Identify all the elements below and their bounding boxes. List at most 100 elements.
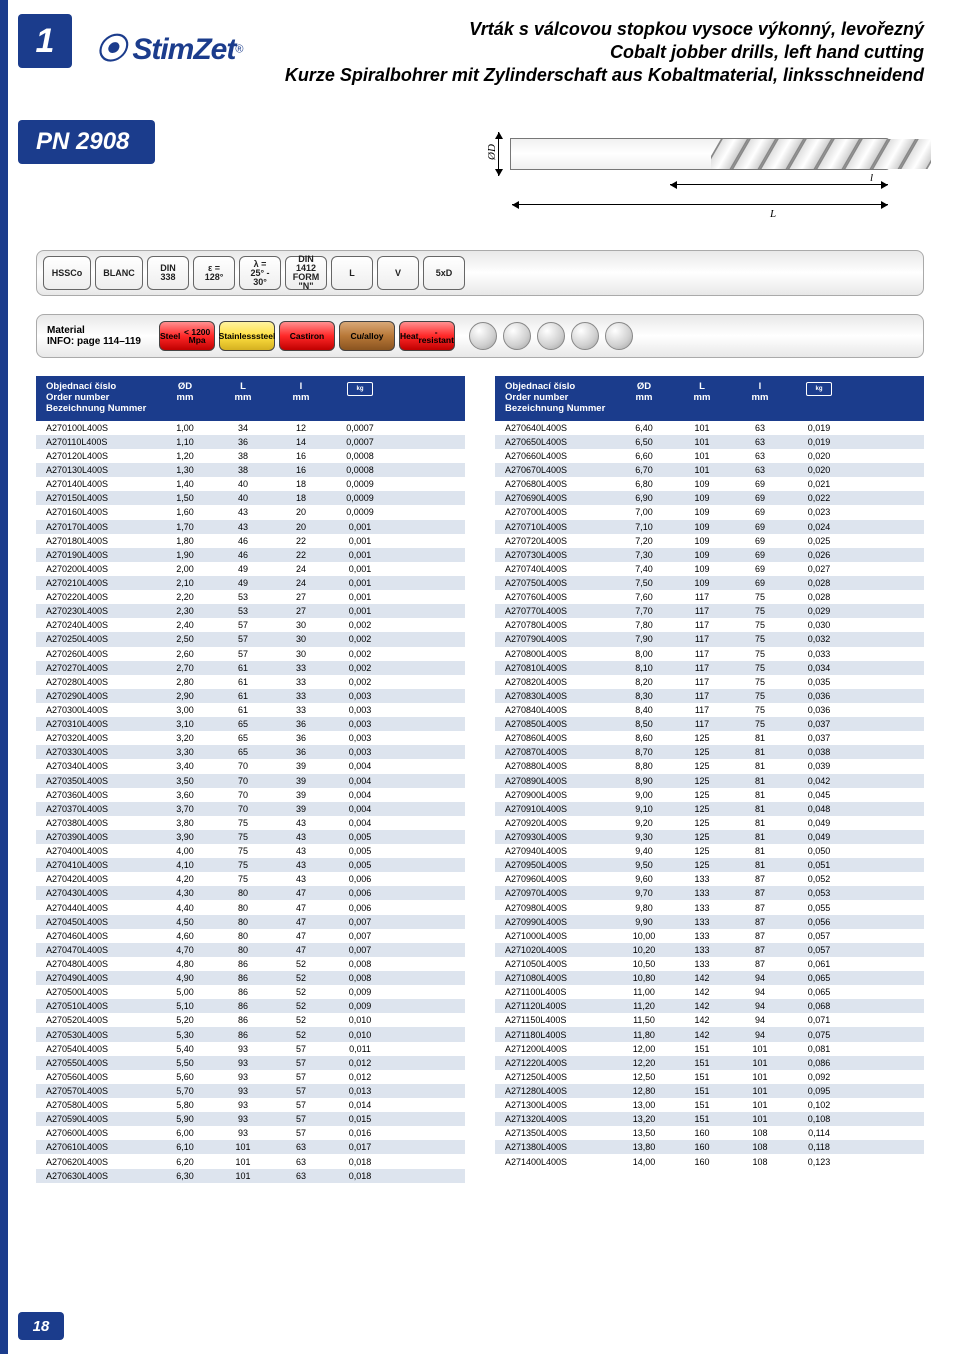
table-cell: 2,70 xyxy=(156,663,214,673)
table-cell: 0,005 xyxy=(330,846,390,856)
table-cell: 1,40 xyxy=(156,479,214,489)
table-cell: 0,001 xyxy=(330,522,390,532)
table-cell: 93 xyxy=(214,1072,272,1082)
material-dot xyxy=(469,322,497,350)
table-cell: 8,00 xyxy=(615,649,673,659)
table-cell: 0,002 xyxy=(330,663,390,673)
table-cell: 40 xyxy=(214,479,272,489)
table-cell: 0,015 xyxy=(330,1114,390,1124)
table-cell: 0,0009 xyxy=(330,479,390,489)
table-cell: 6,20 xyxy=(156,1157,214,1167)
table-cell: 1,70 xyxy=(156,522,214,532)
table-cell: 125 xyxy=(673,761,731,771)
table-cell: 0,012 xyxy=(330,1072,390,1082)
table-cell: 0,045 xyxy=(789,790,849,800)
table-cell: 57 xyxy=(272,1114,330,1124)
table-cell: 11,50 xyxy=(615,1015,673,1025)
table-cell: 109 xyxy=(673,493,731,503)
table-cell: 52 xyxy=(272,1015,330,1025)
table-row: A270330L400S3,3065360,003 xyxy=(36,745,465,759)
table-cell: 0,0007 xyxy=(330,423,390,433)
table-cell: 75 xyxy=(731,691,789,701)
table-cell: 57 xyxy=(272,1086,330,1096)
table-cell: A270700L400S xyxy=(495,507,615,517)
table-cell: A270290L400S xyxy=(36,691,156,701)
product-number-badge: PN 2908 xyxy=(18,120,155,164)
table-cell: 1,20 xyxy=(156,451,214,461)
material-pill: Steel< 1200 Mpa xyxy=(159,321,215,351)
table-row: A270940L400S9,40125810,050 xyxy=(495,844,924,858)
table-cell: 87 xyxy=(731,874,789,884)
table-cell: A270610L400S xyxy=(36,1142,156,1152)
table-cell: 7,20 xyxy=(615,536,673,546)
table-cell: 0,007 xyxy=(330,931,390,941)
table-row: A270340L400S3,4070390,004 xyxy=(36,759,465,773)
table-cell: 7,00 xyxy=(615,507,673,517)
table-cell: A271350L400S xyxy=(495,1128,615,1138)
table-cell: 53 xyxy=(214,592,272,602)
table-row: A270560L400S5,6093570,012 xyxy=(36,1070,465,1084)
table-row: A270900L400S9,00125810,045 xyxy=(495,788,924,802)
table-cell: 0,028 xyxy=(789,592,849,602)
drill-body xyxy=(510,138,890,170)
table-cell: 0,028 xyxy=(789,578,849,588)
table-cell: 11,20 xyxy=(615,1001,673,1011)
table-cell: 142 xyxy=(673,1030,731,1040)
table-cell: 5,60 xyxy=(156,1072,214,1082)
table-cell: A271220L400S xyxy=(495,1058,615,1068)
table-cell: 93 xyxy=(214,1128,272,1138)
table-cell: 0,001 xyxy=(330,564,390,574)
table-row: A270640L400S6,40101630,019 xyxy=(495,421,924,435)
table-cell: 81 xyxy=(731,818,789,828)
table-cell: A270950L400S xyxy=(495,860,615,870)
table-cell: 7,80 xyxy=(615,620,673,630)
table-row: A270660L400S6,60101630,020 xyxy=(495,449,924,463)
table-cell: 69 xyxy=(731,550,789,560)
table-cell: A270220L400S xyxy=(36,592,156,602)
table-row: A270490L400S4,9086520,008 xyxy=(36,971,465,985)
table-cell: 39 xyxy=(272,776,330,786)
table-cell: A270630L400S xyxy=(36,1171,156,1181)
table-cell: A270130L400S xyxy=(36,465,156,475)
table-cell: 0,114 xyxy=(789,1128,849,1138)
table-cell: 125 xyxy=(673,776,731,786)
table-cell: 125 xyxy=(673,804,731,814)
table-cell: 0,003 xyxy=(330,691,390,701)
table-row: A270280L400S2,8061330,002 xyxy=(36,675,465,689)
table-row: A271380L400S13,801601080,118 xyxy=(495,1140,924,1154)
table-cell: A270670L400S xyxy=(495,465,615,475)
th-l: lmm xyxy=(731,382,789,415)
table-cell: 117 xyxy=(673,705,731,715)
table-row: A270180L400S1,8046220,001 xyxy=(36,534,465,548)
table-cell: 0,057 xyxy=(789,931,849,941)
table-cell: 4,50 xyxy=(156,917,214,927)
table-cell: 5,20 xyxy=(156,1015,214,1025)
table-row: A270750L400S7,50109690,028 xyxy=(495,576,924,590)
table-cell: 109 xyxy=(673,578,731,588)
table-cell: A270260L400S xyxy=(36,649,156,659)
table-cell: A270520L400S xyxy=(36,1015,156,1025)
table-cell: 9,00 xyxy=(615,790,673,800)
table-cell: 0,020 xyxy=(789,465,849,475)
table-cell: 101 xyxy=(214,1142,272,1152)
table-row: A270790L400S7,90117750,032 xyxy=(495,632,924,646)
table-cell: 0,034 xyxy=(789,663,849,673)
table-cell: 36 xyxy=(214,437,272,447)
table-row: A270150L400S1,5040180,0009 xyxy=(36,491,465,505)
table-cell: 2,80 xyxy=(156,677,214,687)
table-row: A270730L400S7,30109690,026 xyxy=(495,548,924,562)
table-cell: 0,065 xyxy=(789,973,849,983)
spec-badge-bar: HSSCoBLANCDIN338ε = 128°λ = 25° - 30°DIN… xyxy=(36,250,924,296)
table-cell: 5,80 xyxy=(156,1100,214,1110)
th-d: ØDmm xyxy=(615,382,673,415)
table-cell: A270580L400S xyxy=(36,1100,156,1110)
table-row: A270820L400S8,20117750,035 xyxy=(495,675,924,689)
table-row: A270270L400S2,7061330,002 xyxy=(36,661,465,675)
table-cell: 1,90 xyxy=(156,550,214,560)
table-cell: 18 xyxy=(272,479,330,489)
table-cell: 101 xyxy=(731,1100,789,1110)
material-bar: MaterialINFO: page 114–119 Steel< 1200 M… xyxy=(36,314,924,358)
table-cell: 0,009 xyxy=(330,1001,390,1011)
table-cell: A270140L400S xyxy=(36,479,156,489)
table-row: A270860L400S8,60125810,037 xyxy=(495,731,924,745)
